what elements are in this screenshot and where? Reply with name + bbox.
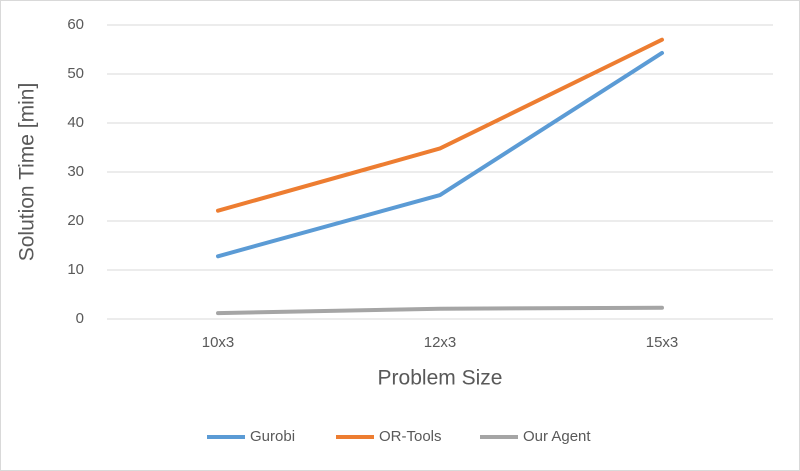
series-line	[216, 50, 664, 259]
y-tick-label: 0	[76, 310, 84, 327]
y-axis-title: Solution Time [min]	[16, 83, 39, 262]
x-tick-label: 15x3	[646, 334, 679, 351]
y-tick-label: 60	[67, 16, 84, 33]
x-tick-label: 10x3	[202, 334, 235, 351]
legend-label: Gurobi	[250, 428, 295, 445]
y-tick-label: 20	[67, 212, 84, 229]
legend-label: OR-Tools	[379, 428, 442, 445]
x-axis-title: Problem Size	[378, 367, 503, 390]
y-tick-label: 10	[67, 261, 84, 278]
y-tick-label: 40	[67, 114, 84, 131]
x-tick-label: 12x3	[424, 334, 457, 351]
legend-label: Our Agent	[523, 428, 591, 445]
series-line	[216, 305, 664, 316]
y-tick-label: 30	[67, 163, 84, 180]
series-line	[216, 37, 664, 213]
y-tick-label: 50	[67, 65, 84, 82]
